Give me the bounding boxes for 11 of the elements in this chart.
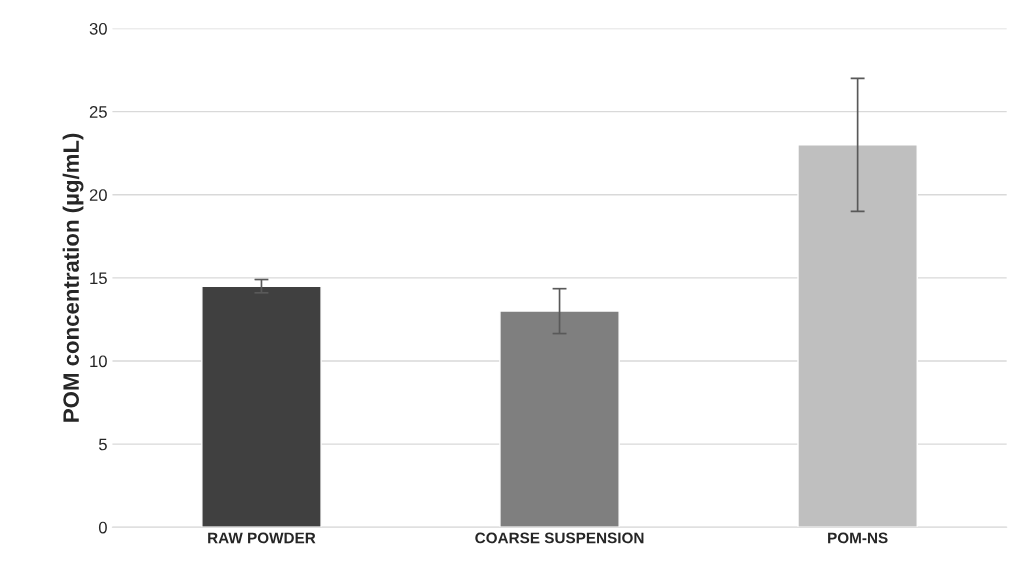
y-tick-label: 0 bbox=[98, 521, 107, 534]
y-tick-label: 5 bbox=[98, 438, 107, 451]
x-tick-label: POM-NS bbox=[828, 532, 888, 544]
y-axis-title: POM concentration (µg/mL) bbox=[62, 133, 84, 422]
y-tick-label: 30 bbox=[89, 22, 107, 35]
y-tick-label: 20 bbox=[89, 189, 107, 201]
y-tick-label: 15 bbox=[90, 272, 107, 285]
y-tick-label: 10 bbox=[90, 355, 107, 368]
x-tick-label: RAW POWDER bbox=[208, 532, 316, 544]
x-tick-label: COARSE SUSPENSION bbox=[475, 532, 644, 544]
y-tick-label: 25 bbox=[89, 106, 107, 118]
